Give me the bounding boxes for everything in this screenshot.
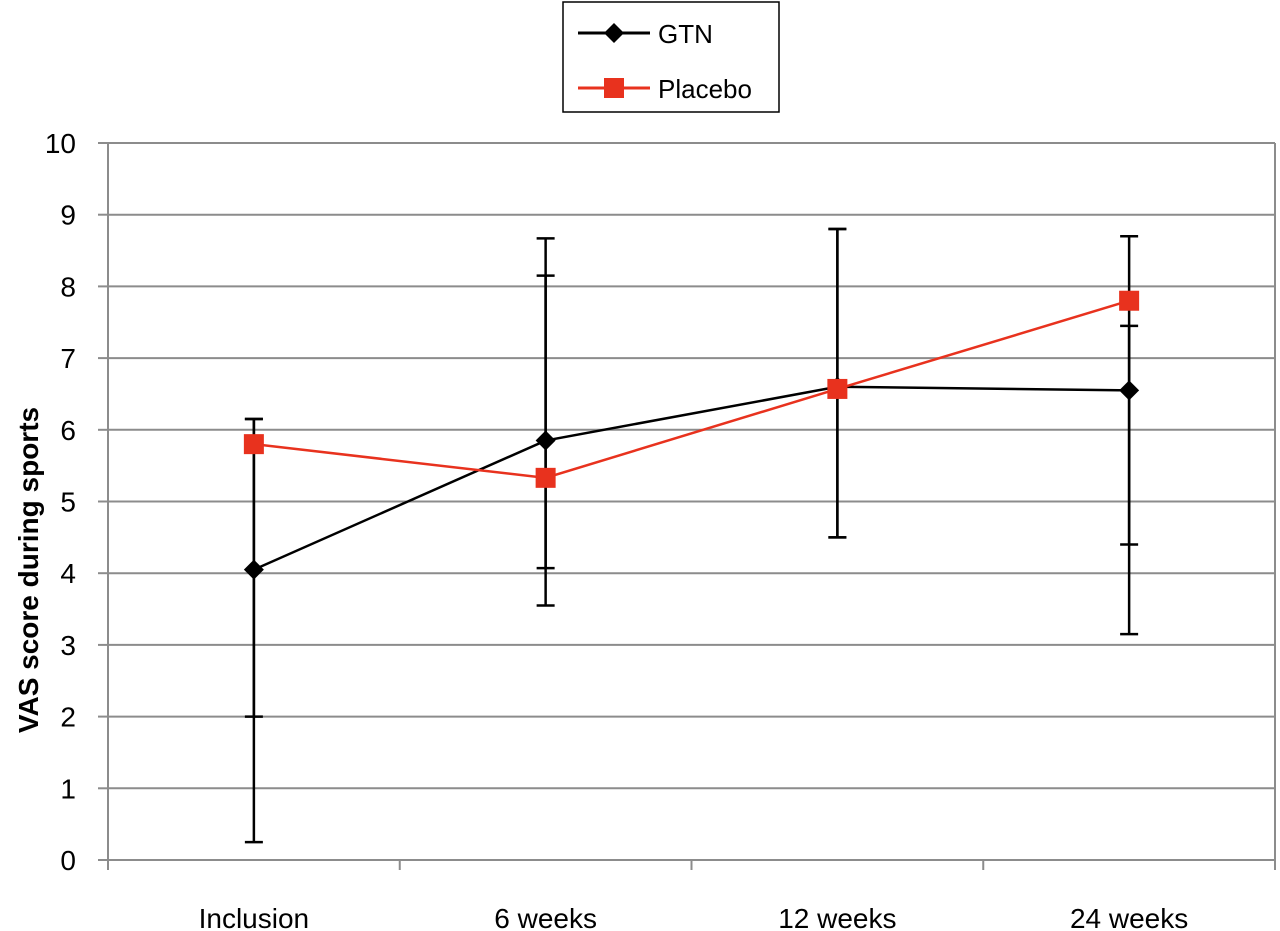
y-tick-label: 0 — [60, 845, 76, 876]
legend-label-placebo: Placebo — [658, 74, 752, 104]
series-markers — [243, 290, 1140, 580]
x-axis-ticks: Inclusion 6 weeks 12 weeks 24 weeks — [107, 860, 1276, 931]
legend-label-gtn: GTN — [658, 19, 713, 49]
series-line-placebo — [253, 299, 1130, 480]
legend: GTN Placebo — [562, 1, 780, 113]
data-point-gtn — [1119, 380, 1140, 401]
y-tick-label: 10 — [45, 128, 76, 159]
y-tick-label: 7 — [60, 343, 76, 374]
data-point-placebo — [827, 378, 848, 399]
data-point-gtn — [243, 559, 264, 580]
y-tick-label: 6 — [60, 415, 76, 446]
legend-marker-gtn — [604, 23, 624, 43]
data-point-gtn — [535, 430, 556, 451]
series-line-gtn — [253, 385, 1130, 571]
y-axis-ticks: 0 1 2 3 4 5 6 7 8 9 10 — [45, 128, 108, 876]
series-lines — [253, 299, 1130, 571]
grid-lines — [108, 142, 1275, 790]
legend-box — [562, 1, 780, 113]
y-tick-label: 3 — [60, 630, 76, 661]
y-tick-label: 1 — [60, 773, 76, 804]
y-tick-label: 4 — [60, 558, 76, 589]
x-tick-label: 6 weeks — [494, 903, 597, 931]
y-tick-label: 8 — [60, 271, 76, 302]
y-axis-label: VAS score during sports — [13, 407, 44, 733]
y-tick-label: 2 — [60, 702, 76, 733]
data-point-placebo — [243, 434, 264, 455]
x-tick-label: 24 weeks — [1070, 903, 1188, 931]
legend-marker-placebo — [604, 78, 624, 98]
x-tick-label: Inclusion — [199, 903, 310, 931]
data-point-placebo — [1119, 290, 1140, 311]
error-bars — [244, 227, 1139, 844]
y-tick-label: 5 — [60, 487, 76, 518]
y-tick-label: 9 — [60, 200, 76, 231]
x-tick-label: 12 weeks — [778, 903, 896, 931]
data-point-placebo — [535, 467, 556, 488]
